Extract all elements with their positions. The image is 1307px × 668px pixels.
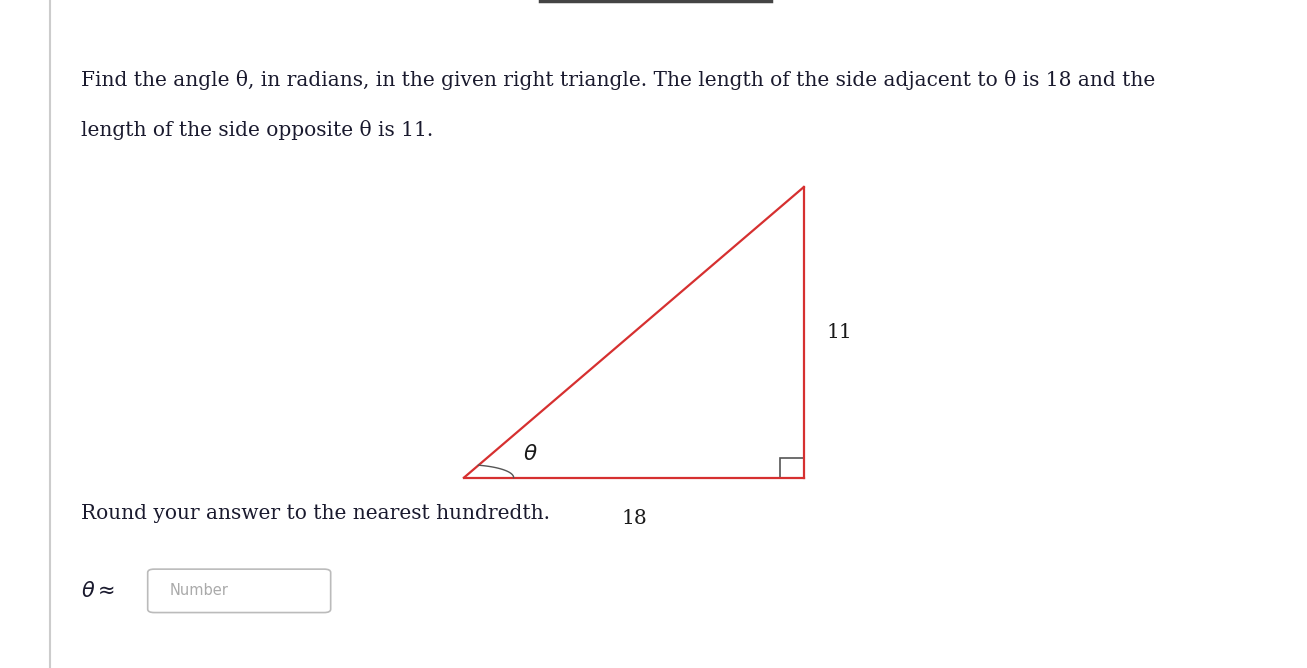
- Text: 18: 18: [621, 509, 647, 528]
- Text: Find the angle θ, in radians, in the given right triangle. The length of the sid: Find the angle θ, in radians, in the giv…: [81, 70, 1155, 90]
- Text: length of the side opposite θ is 11.: length of the side opposite θ is 11.: [81, 120, 434, 140]
- Text: $\theta \approx$: $\theta \approx$: [81, 581, 115, 601]
- FancyBboxPatch shape: [148, 569, 331, 613]
- Bar: [780, 458, 804, 478]
- Text: $\theta$: $\theta$: [523, 444, 537, 464]
- Text: Number: Number: [170, 583, 229, 599]
- Text: 11: 11: [826, 323, 852, 342]
- Text: Round your answer to the nearest hundredth.: Round your answer to the nearest hundred…: [81, 504, 550, 523]
